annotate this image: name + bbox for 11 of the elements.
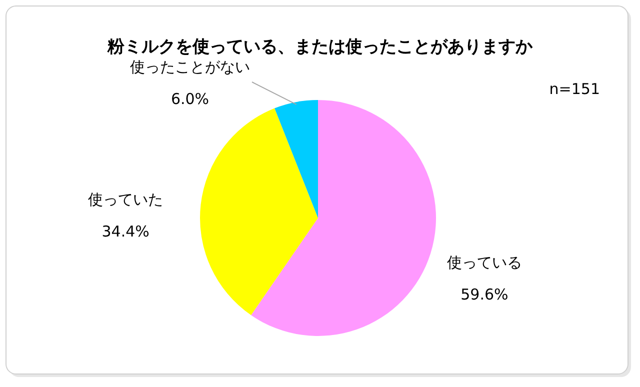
- pie-slice: [274, 100, 318, 218]
- slice-label: 使っている: [446, 254, 522, 272]
- pie-slice: [200, 108, 318, 316]
- text: n=151: [549, 80, 600, 98]
- data-label: 6.0%: [170, 90, 210, 108]
- slice-label: 使ったことがない: [130, 58, 250, 76]
- data-label: 59.6%: [460, 286, 508, 304]
- pie-slice: [251, 100, 436, 336]
- slice-label: 使っていた: [88, 190, 164, 209]
- chart-title: 粉ミルクを使っている、または使ったことがありますか: [106, 37, 534, 57]
- data-label: 34.4%: [102, 222, 150, 241]
